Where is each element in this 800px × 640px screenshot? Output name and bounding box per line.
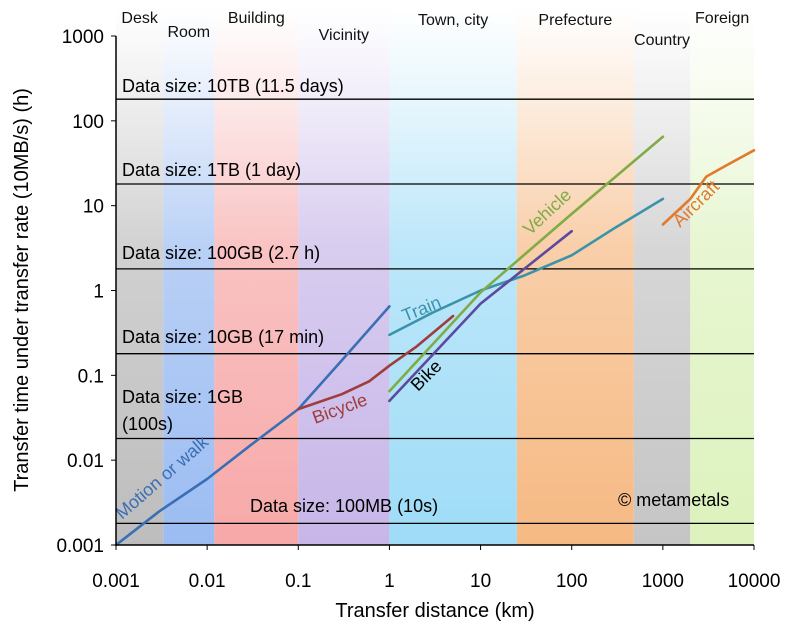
series-line-vehicle <box>388 135 665 393</box>
y-tick-label: 1000 <box>62 27 104 48</box>
region-label-room: Room <box>167 24 210 41</box>
region-label-town-city: Town, city <box>418 12 488 29</box>
x-tick-label: 1 <box>384 571 395 592</box>
region-band-desk <box>116 8 164 545</box>
data-size-label-line2: (100s) <box>122 414 173 434</box>
region-label-desk: Desk <box>121 10 158 27</box>
series-line-aircraft <box>661 149 756 226</box>
region-label-building: Building <box>228 10 285 27</box>
data-size-label: Data size: 1GB <box>122 387 243 407</box>
region-label-foreign: Foreign <box>695 10 749 27</box>
data-size-label: Data size: 10GB (17 min) <box>122 327 324 347</box>
series-group <box>114 135 756 547</box>
region-band-building <box>214 8 299 545</box>
x-tick-label: 0.01 <box>189 571 226 592</box>
tick-labels: 0.001 0.01 0.1 1 10 100 1000 10000 0.001 0.01 0.1 1… <box>56 27 780 592</box>
y-tick-label: 0.1 <box>78 366 104 387</box>
y-tick-label: 0.001 <box>56 536 104 557</box>
y-tick-label: 100 <box>72 112 104 133</box>
x-tick-label: 100 <box>556 571 588 592</box>
region-band-room <box>163 8 215 545</box>
series-line-train <box>388 197 665 337</box>
series-line-bicycle <box>297 314 455 411</box>
region-label-country: Country <box>634 32 690 49</box>
data-size-label: Data size: 100MB (10s) <box>250 496 438 516</box>
data-size-label: Data size: 10TB (11.5 days) <box>122 76 344 96</box>
x-tick-label: 1000 <box>642 571 684 592</box>
region-label-vicinity: Vicinity <box>319 27 369 44</box>
region-band-foreign <box>690 8 754 545</box>
y-tick-label: 10 <box>83 197 104 218</box>
x-tick-label: 0.001 <box>92 571 140 592</box>
x-tick-label: 0.1 <box>285 571 311 592</box>
series-line-bike <box>388 229 573 403</box>
x-axis-title: Transfer distance (km) <box>335 600 534 622</box>
region-band-country <box>633 8 691 545</box>
x-tick-label: 10 <box>470 571 491 592</box>
region-bands <box>116 8 754 545</box>
region-band-vicinity <box>298 8 390 545</box>
reference-lines <box>116 98 754 524</box>
y-tick-label: 0.01 <box>67 451 104 472</box>
y-tick-label: 1 <box>93 282 104 303</box>
region-band-prefecture <box>516 8 634 545</box>
credit-text: © metametals <box>618 490 729 510</box>
x-tick-label: 10000 <box>728 571 781 592</box>
data-size-label: Data size: 1TB (1 day) <box>122 160 301 180</box>
region-band-town-city <box>389 8 517 545</box>
series-line-motion-or-walk <box>114 305 391 547</box>
data-size-label: Data size: 100GB (2.7 h) <box>122 243 320 263</box>
region-label-prefecture: Prefecture <box>538 12 612 29</box>
y-axis-title: Transfer time under transfer rate (10MB/… <box>11 88 33 492</box>
